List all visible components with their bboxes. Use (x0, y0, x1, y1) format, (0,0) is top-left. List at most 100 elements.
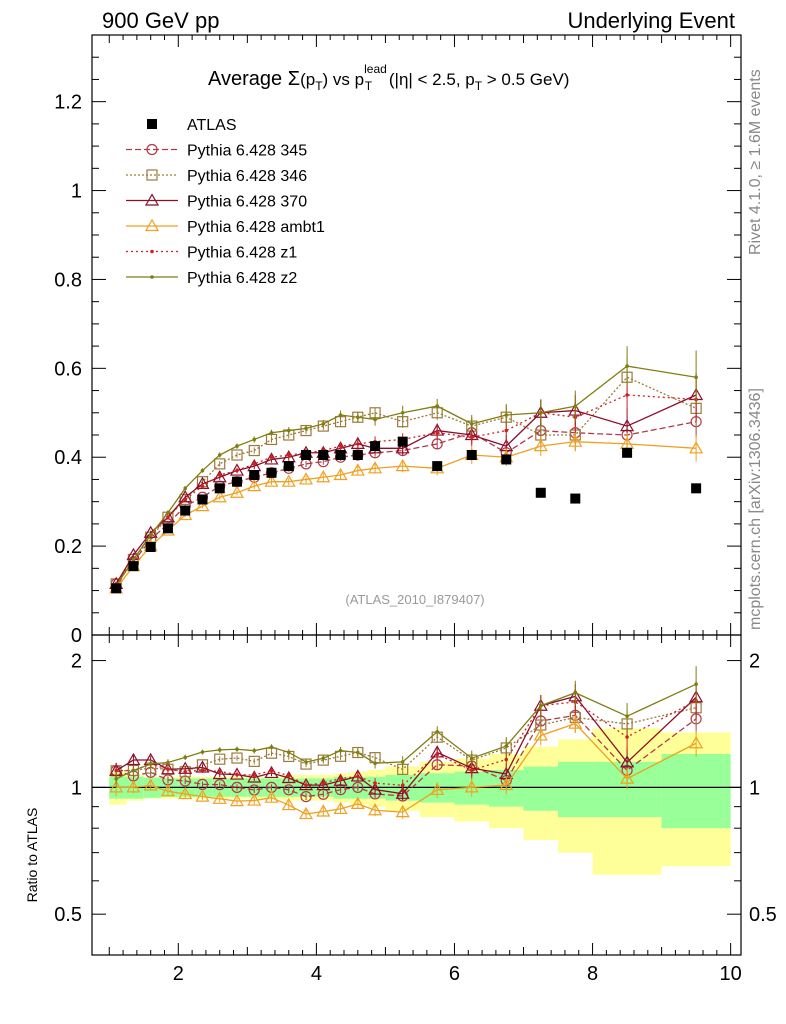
ratio-series-3 (109, 714, 704, 820)
series-point (212, 470, 227, 483)
ratio-point (356, 774, 360, 779)
ratio-point (321, 756, 326, 761)
ratio-point (179, 775, 191, 787)
series-point (368, 461, 383, 474)
ratio-point (464, 780, 479, 793)
ratio-point (350, 769, 365, 782)
ratio-point (568, 716, 583, 729)
x-tick-label: 4 (311, 963, 322, 985)
series-point (200, 468, 205, 473)
ratio-point (625, 735, 629, 739)
series-point (338, 444, 343, 448)
legend-marker (150, 249, 154, 254)
ratio-y-tick-label-right: 2 (749, 651, 760, 673)
data-point (397, 436, 408, 447)
ratio-series-5 (114, 666, 698, 788)
series-point (316, 470, 331, 483)
legend-marker (146, 143, 158, 156)
series-point (538, 410, 543, 415)
series-point (166, 515, 170, 520)
data-point (432, 461, 443, 472)
ratio-point (338, 776, 343, 781)
ratio-point (247, 770, 262, 783)
ratio-point (400, 760, 405, 764)
ratio-point (368, 782, 383, 795)
title-sigma: Σ (288, 68, 300, 90)
ratio-point (200, 768, 205, 773)
main-marks (109, 346, 704, 594)
ratio-point (183, 769, 188, 774)
ratio-point (395, 804, 410, 818)
data-point (466, 450, 477, 460)
series-point (195, 476, 210, 489)
data-point (128, 561, 139, 572)
series-point (286, 428, 291, 433)
title-tail-close: > 0.5 GeV) (482, 70, 569, 89)
ratio-point (689, 736, 704, 749)
series-point (269, 430, 274, 435)
series-point (504, 413, 509, 417)
y-tick-label: 1.2 (54, 92, 82, 114)
ratio-point (229, 793, 245, 807)
header-right: Underlying Event (567, 8, 735, 33)
series-line (115, 394, 697, 585)
series-point (252, 462, 257, 466)
ratio-point (373, 781, 377, 785)
ratio-y-tick-label: 2 (71, 651, 82, 673)
series-point (200, 484, 205, 488)
ratio-point (283, 784, 295, 796)
ratio-point (126, 752, 141, 766)
data-point (180, 505, 191, 516)
ratio-point (504, 757, 509, 762)
title-lead: lead (364, 62, 387, 76)
title-tail-open: (|η| < 2.5, p (384, 70, 475, 89)
ratio-ylabel: Ratio to ATLAS (24, 808, 40, 903)
ratio-point (269, 745, 274, 749)
ratio-point (247, 793, 262, 806)
ratio-point (166, 760, 170, 765)
series-point (350, 436, 365, 449)
legend-marker-data (147, 119, 157, 129)
series-point (264, 452, 279, 465)
ratio-point (214, 753, 226, 765)
y-tick-label: 1 (71, 181, 82, 203)
data-point (691, 483, 702, 494)
ratio-point (352, 781, 364, 793)
ratio-frame (91, 634, 742, 956)
series-5 (114, 346, 698, 589)
ratio-point (573, 690, 578, 695)
legend: ATLAS Pythia 6.428 345 Pythia 6.428 346 Pyt… (126, 117, 325, 287)
legend-label: Pythia 6.428 370 (187, 194, 307, 211)
ratio-point (286, 750, 291, 755)
y-tick-label: 0.6 (54, 358, 82, 380)
x-tick-label: 6 (449, 963, 460, 985)
rivet-label: Rivet 4.1.0, ≥ 1.6M events (747, 69, 764, 255)
ratio-point (212, 791, 227, 804)
series-4 (114, 375, 698, 587)
series-point (356, 415, 360, 420)
ratio-point (694, 682, 698, 687)
ratio-point (620, 755, 635, 768)
series-line (115, 394, 697, 585)
ratio-point (217, 748, 222, 752)
ratio-point (435, 729, 440, 734)
legend-label: Pythia 6.428 z1 (187, 245, 297, 262)
series-point (395, 458, 410, 472)
ratio-point (286, 773, 291, 778)
series-point (625, 364, 629, 368)
title-sub-t3: T (475, 79, 483, 93)
series-point (304, 426, 308, 431)
ratio-point (166, 767, 170, 772)
ratio-point (356, 750, 360, 755)
data-point (197, 494, 208, 505)
ratio-point (321, 781, 326, 785)
ratio-point (281, 797, 296, 811)
series-point (178, 490, 193, 503)
ratio-point (231, 752, 243, 764)
title-pt-close: ) (323, 70, 329, 89)
legend-label: Pythia 6.428 345 (187, 143, 307, 160)
watermark: (ATLAS_2010_I879407) (345, 592, 484, 607)
series-point (395, 441, 410, 454)
series-point (469, 435, 474, 440)
axes: 2 4 6 8 10 0 0.2 0.4 0.6 0.8 1 1.2 0.5 0.5 1 1 2 2 (54, 34, 777, 985)
